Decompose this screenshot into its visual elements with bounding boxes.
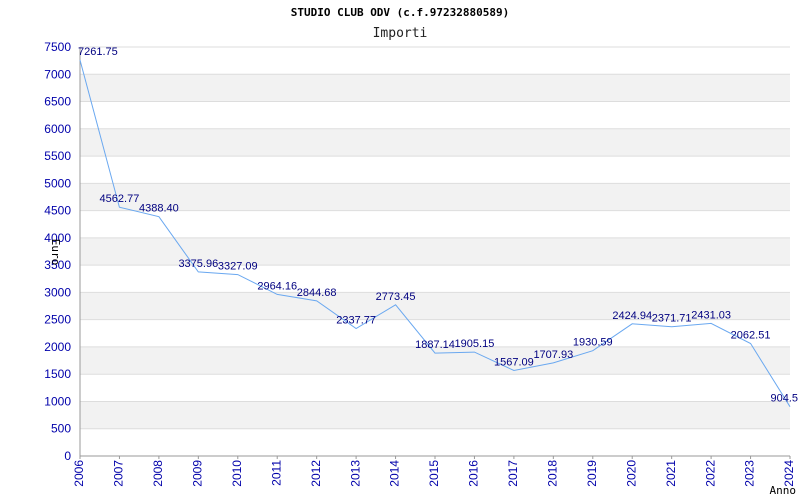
x-tick-labels: 2006 2007 2008 2009 2010 2011 2012 2013 2014 2015… [72, 456, 796, 487]
grid-band [80, 346, 790, 375]
data-label: 2337.77 [336, 315, 376, 327]
y-tick-label: 5000 [44, 176, 71, 190]
y-tick-label: 4500 [44, 204, 71, 218]
data-label: 2424.94 [612, 310, 652, 322]
x-tick-label: 2010 [230, 460, 244, 487]
x-tick-label: 2009 [191, 460, 205, 487]
x-tick-label: 2008 [151, 460, 165, 487]
y-tick-label: 7500 [44, 40, 71, 54]
data-label: 904.5 [770, 393, 798, 405]
data-label: 1707.93 [533, 349, 573, 361]
y-tick-label: 7000 [44, 67, 71, 81]
y-tick-label: 500 [51, 422, 71, 436]
grid-band [80, 74, 790, 102]
data-label: 2844.68 [297, 287, 337, 299]
x-tick-label: 2014 [388, 460, 402, 487]
x-tick-label: 2019 [585, 460, 599, 487]
grid-band [80, 237, 790, 266]
x-tick-label: 2022 [703, 460, 717, 487]
data-label: 2773.45 [376, 291, 416, 303]
chart-subtitle: Importi [373, 26, 428, 41]
data-label: 4562.77 [100, 193, 140, 205]
x-tick-label: 2015 [427, 460, 441, 487]
data-label: 2062.51 [731, 330, 771, 342]
x-tick-label: 2016 [467, 460, 481, 487]
data-label: 4388.40 [139, 203, 179, 215]
grid-band [80, 128, 790, 157]
series-line [79, 59, 791, 407]
x-tick-label: 2023 [743, 460, 757, 487]
y-tick-label: 0 [64, 449, 71, 463]
data-label: 1930.59 [573, 337, 613, 349]
y-tick-label: 6000 [44, 122, 71, 136]
y-tick-label: 6500 [44, 95, 71, 109]
grid-bands [80, 74, 790, 429]
data-label: 3327.09 [218, 261, 258, 273]
y-tick-label: 5500 [44, 149, 71, 163]
x-tick-label: 2017 [506, 460, 520, 487]
x-tick-label: 2007 [112, 460, 126, 487]
x-tick-label: 2011 [269, 460, 283, 486]
y-tick-label: 1000 [44, 394, 71, 408]
grid-band [80, 183, 790, 211]
data-label: 1887.14 [415, 339, 455, 351]
y-tick-labels: 0 500 1000 1500 2000 2500 3000 3500 4000 4500 5000… [44, 40, 71, 463]
x-tick-label: 2013 [348, 460, 362, 487]
gridlines [80, 46, 790, 457]
data-label: 2964.16 [257, 280, 297, 292]
data-label: 1567.09 [494, 357, 534, 369]
x-tick-label: 2012 [309, 460, 323, 487]
x-tick-label: 2006 [72, 460, 86, 487]
data-label: 2371.71 [652, 313, 692, 325]
y-tick-label: 4000 [44, 231, 71, 245]
x-tick-label: 2018 [546, 460, 560, 487]
data-label: 2431.03 [691, 309, 731, 321]
y-axis-label: Euro [49, 239, 62, 266]
grid-band [80, 401, 790, 429]
y-tick-label: 2500 [44, 313, 71, 327]
y-tick-label: 2000 [44, 340, 71, 354]
data-label: 3375.96 [178, 258, 218, 270]
data-label: 7261.75 [78, 46, 118, 58]
chart-title: STUDIO CLUB ODV (c.f.97232880589) [291, 6, 510, 19]
x-axis-label: Anno [770, 484, 797, 497]
y-tick-label: 1500 [44, 367, 71, 381]
x-tick-label: 2024 [782, 460, 796, 487]
data-label: 1905.15 [455, 338, 495, 350]
x-tick-label: 2021 [664, 460, 678, 487]
y-tick-label: 3000 [44, 285, 71, 299]
x-tick-label: 2020 [624, 460, 638, 487]
grid-band [80, 292, 790, 320]
y-tick-label: 3500 [44, 258, 71, 272]
